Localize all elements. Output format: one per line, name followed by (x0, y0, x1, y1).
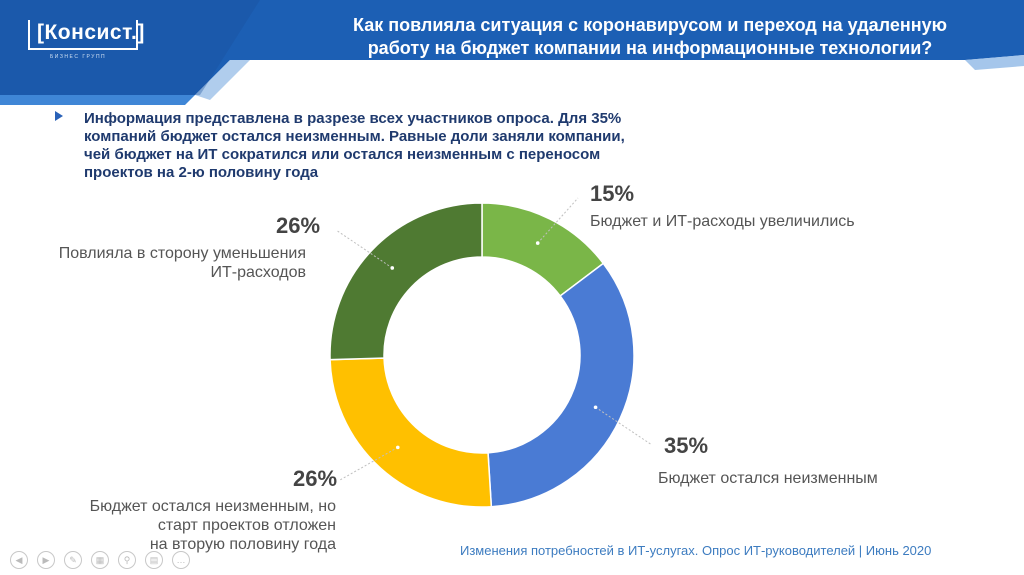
data-label-text-unchanged: Бюджет остался неизменным (658, 470, 878, 487)
data-label-text-increased: Бюджет и ИТ-расходы увеличились (590, 213, 855, 230)
prev-slide-icon[interactable]: ◀ (10, 551, 28, 569)
logo-text: [Консист.] (37, 21, 145, 44)
summary-line-2: компаний бюджет остался неизменным. Равн… (84, 128, 625, 145)
summary-line-3: чей бюджет на ИТ сократился или остался … (84, 146, 601, 163)
data-label-pct-decreased: 26% (276, 213, 321, 238)
header-banner: [Консист.] БИЗНЕС ГРУПП Как повлияла сит… (0, 0, 1024, 110)
summary-line-1: Информация представлена в разрезе всех у… (84, 110, 622, 127)
data-label-text-decreased: Повлияла в сторону уменьшения ИТ-расходо… (20, 244, 306, 282)
page-title: Как повлияла ситуация с коронавирусом и … (300, 14, 1000, 60)
pen-icon[interactable]: ✎ (64, 551, 82, 569)
decreased-line-2: ИТ-расходов (210, 264, 307, 281)
leader-dot-increased (535, 241, 540, 245)
summary-text: Информация представлена в разрезе всех у… (84, 110, 764, 182)
logo-subtext: БИЗНЕС ГРУПП (50, 54, 107, 60)
data-label-text-postponed: Бюджет остался неизменным, но старт прое… (40, 497, 336, 554)
bullet-icon (55, 111, 63, 121)
source-footer: Изменения потребностей в ИТ-услугах. Опр… (460, 543, 932, 558)
postponed-line-2: старт проектов отложен (157, 517, 336, 534)
data-label-pct-increased: 15% (590, 181, 635, 206)
slides-grid-icon[interactable]: ▦ (91, 551, 109, 569)
donut-slice-unchanged (487, 262, 635, 508)
data-label-pct-postponed: 26% (293, 466, 338, 491)
leader-dot-postponed (395, 445, 400, 450)
zoom-icon[interactable]: ⚲ (118, 551, 136, 569)
header-background (0, 0, 1024, 105)
leader-line-unchanged (595, 406, 653, 446)
donut-slice-decreased (329, 202, 483, 361)
title-line-1: Как повлияла ситуация с коронавирусом и … (353, 15, 947, 35)
subtitles-icon[interactable]: ▤ (145, 551, 163, 569)
company-logo: [Консист.] БИЗНЕС ГРУПП (28, 14, 144, 60)
title-line-2: работу на бюджет компании на информацион… (367, 38, 933, 58)
summary-line-4: проектов на 2-ю половину года (84, 164, 319, 181)
donut-slice-postponed (329, 357, 493, 508)
leader-line-decreased (335, 229, 393, 269)
decreased-line-1: Повлияла в сторону уменьшения (58, 245, 306, 262)
more-options-icon[interactable]: … (172, 551, 190, 569)
data-label-pct-unchanged: 35% (664, 433, 709, 458)
next-slide-icon[interactable]: ▶ (37, 551, 55, 569)
postponed-line-3: на вторую половину года (149, 536, 336, 553)
leader-line-postponed (339, 446, 399, 481)
leader-dot-unchanged (593, 405, 598, 410)
postponed-line-1: Бюджет остался неизменным, но (89, 498, 336, 515)
leader-dot-decreased (390, 266, 395, 270)
